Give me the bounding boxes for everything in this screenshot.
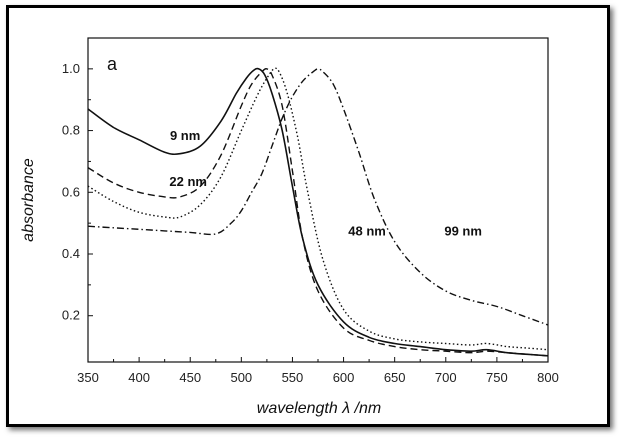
series-annotation: 9 nm xyxy=(170,128,200,143)
y-axis: 0.2 0.4 0.6 0.8 1.0 xyxy=(62,61,93,323)
x-tick-label: 800 xyxy=(537,370,559,385)
series-line-9-nm xyxy=(87,67,549,357)
series-layer xyxy=(87,67,549,357)
x-tick-label: 400 xyxy=(128,370,150,385)
series-line-48-nm xyxy=(87,67,549,351)
series-annotation: 99 nm xyxy=(444,223,482,238)
y-tick-label: 0.2 xyxy=(62,308,80,323)
y-tick-label: 0.6 xyxy=(62,184,80,199)
plot-area-border xyxy=(87,37,549,363)
x-tick-label: 350 xyxy=(77,370,99,385)
x-tick-label: 750 xyxy=(486,370,508,385)
absorbance-chart: 350 400 450 500 550 600 650 700 750 800 0.2 0.4 0.6… xyxy=(20,37,559,417)
x-tick-label: 550 xyxy=(282,370,304,385)
series-annotation: 22 nm xyxy=(169,174,207,189)
series-annotation: 48 nm xyxy=(348,223,386,238)
x-axis: 350 400 450 500 550 600 650 700 750 800 xyxy=(77,357,559,385)
x-tick-label: 700 xyxy=(435,370,457,385)
x-axis-label: wavelength λ /nm xyxy=(257,400,381,417)
x-tick-label: 650 xyxy=(384,370,406,385)
x-tick-label: 500 xyxy=(230,370,252,385)
series-line-99-nm xyxy=(87,68,549,326)
y-axis-label: absorbance xyxy=(20,158,37,242)
y-tick-label: 0.8 xyxy=(62,123,80,138)
series-line-22-nm xyxy=(87,68,549,357)
panel-label: a xyxy=(107,54,118,74)
annotation-layer: 9 nm 22 nm 48 nm 99 nm xyxy=(169,128,482,239)
x-tick-label: 450 xyxy=(179,370,201,385)
y-tick-label: 1.0 xyxy=(62,61,80,76)
figure-frame: 350 400 450 500 550 600 650 700 750 800 0.2 0.4 0.6… xyxy=(6,5,610,427)
x-tick-label: 600 xyxy=(333,370,355,385)
y-tick-label: 0.4 xyxy=(62,246,80,261)
